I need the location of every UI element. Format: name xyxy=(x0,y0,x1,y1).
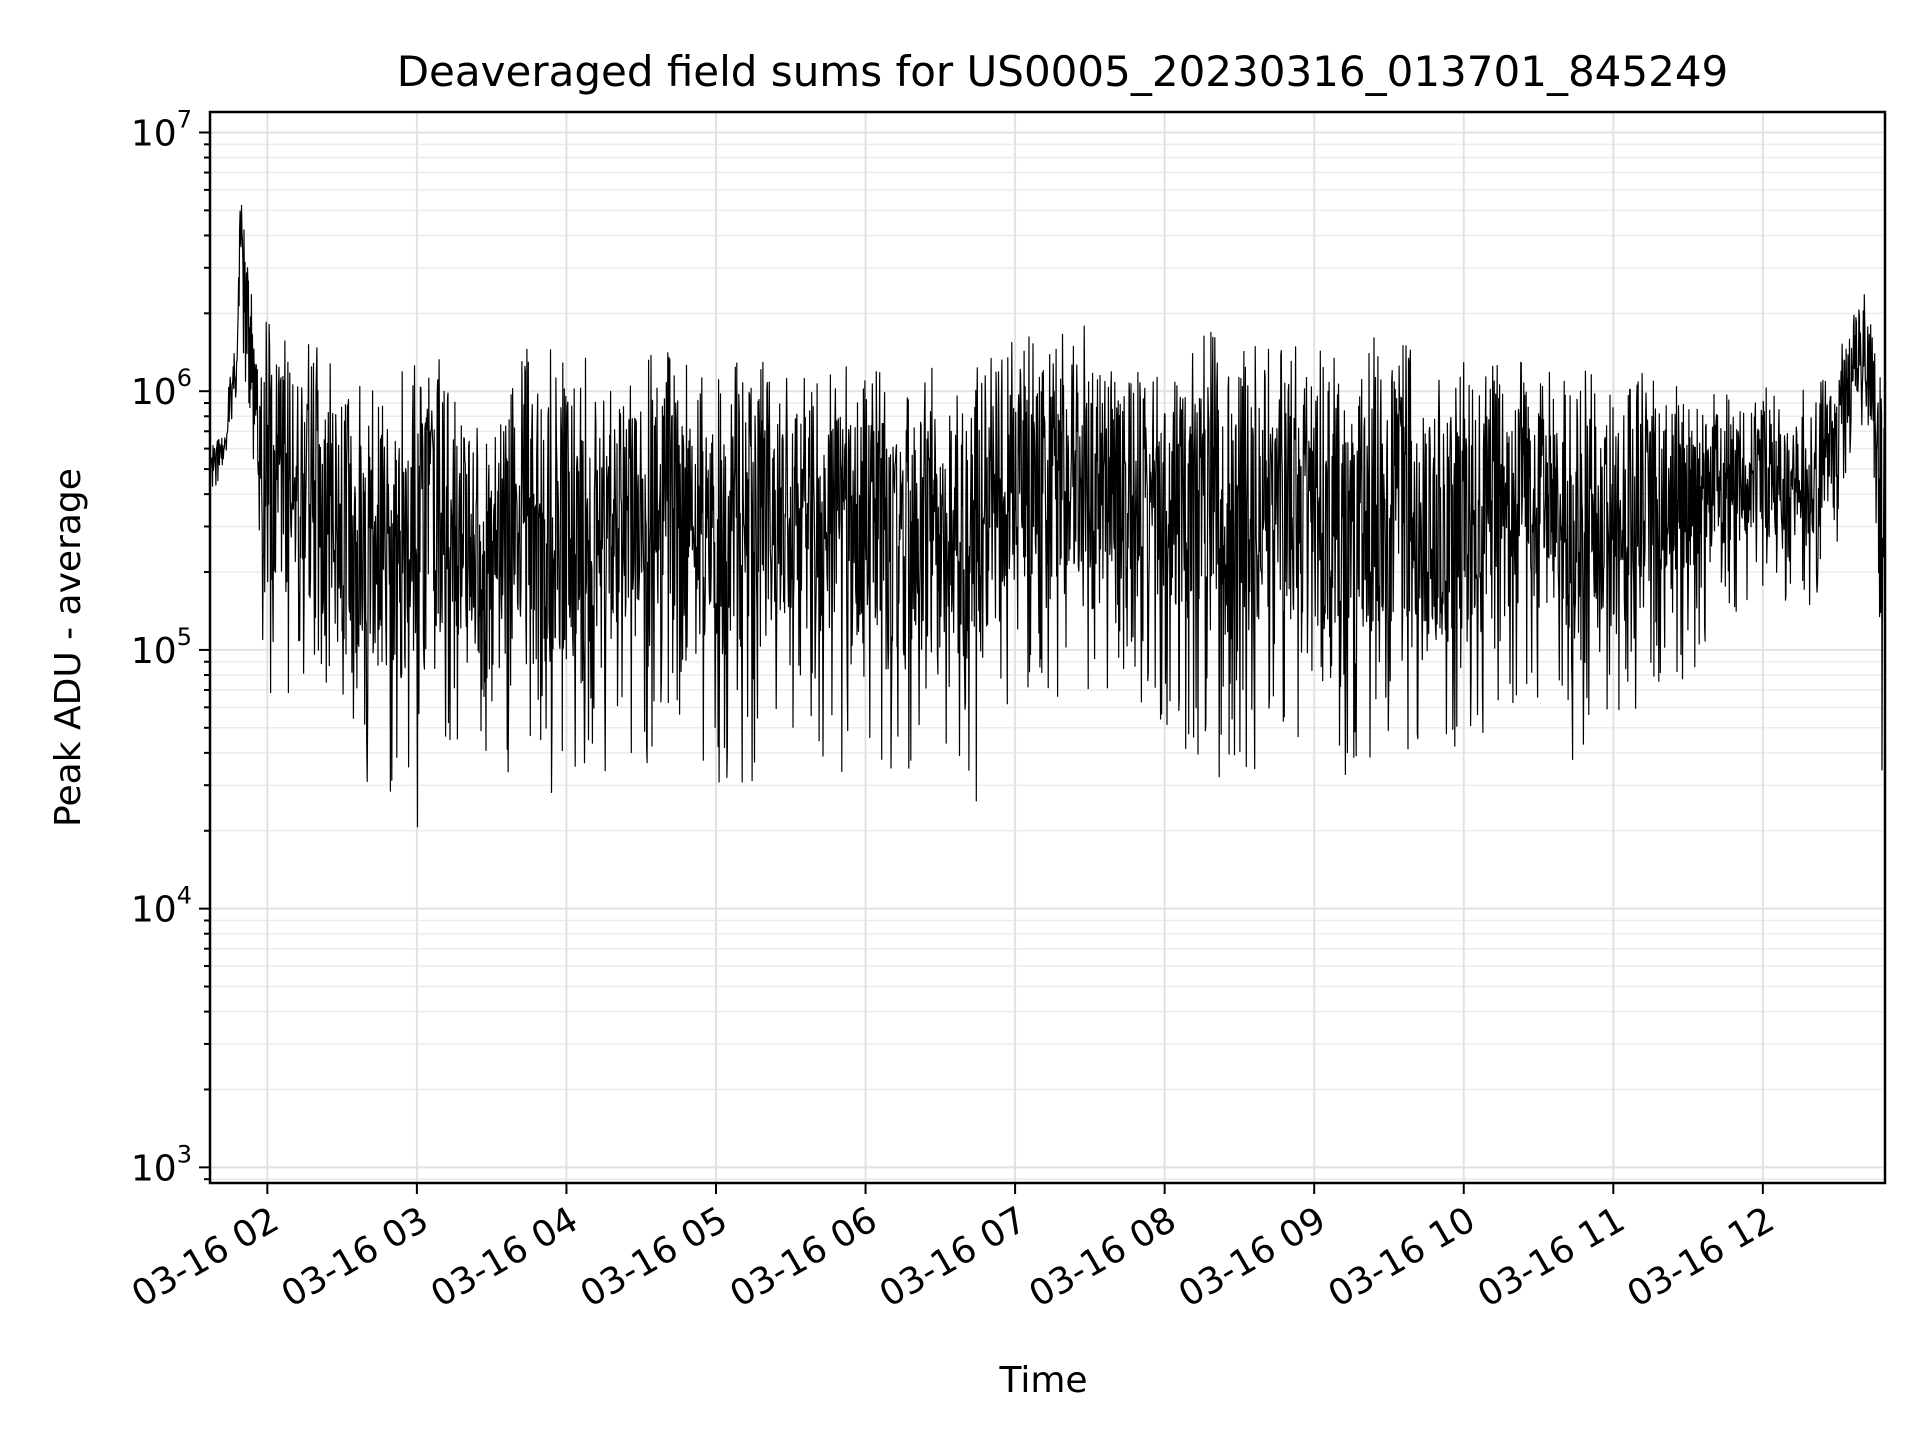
y-axis-label: Peak ADU - average xyxy=(48,468,89,827)
y-tick-exponent: 7 xyxy=(177,105,192,133)
y-tick-base: 10 xyxy=(131,113,177,154)
y-tick-exponent: 3 xyxy=(177,1140,192,1168)
series-layer xyxy=(209,204,1886,828)
y-tick-label: 106 xyxy=(131,364,192,413)
series-line xyxy=(209,204,1886,828)
y-tick-base: 10 xyxy=(131,631,177,672)
y-tick-exponent: 5 xyxy=(177,623,192,651)
grid xyxy=(210,112,1885,1183)
plot-frame xyxy=(208,110,1887,1185)
y-tick-exponent: 6 xyxy=(177,364,192,392)
y-tick-label: 104 xyxy=(131,882,192,931)
x-axis-label: Time xyxy=(998,1360,1087,1401)
y-tick-base: 10 xyxy=(131,372,177,413)
y-tick-label: 105 xyxy=(131,623,192,672)
y-tick-base: 10 xyxy=(131,890,177,931)
y-tick-label: 103 xyxy=(131,1140,192,1189)
y-tick-label: 107 xyxy=(131,105,192,154)
y-tick-exponent: 4 xyxy=(177,882,192,910)
y-tick-base: 10 xyxy=(131,1148,177,1189)
chart-title: Deaveraged field sums for US0005_2023031… xyxy=(397,47,1729,96)
